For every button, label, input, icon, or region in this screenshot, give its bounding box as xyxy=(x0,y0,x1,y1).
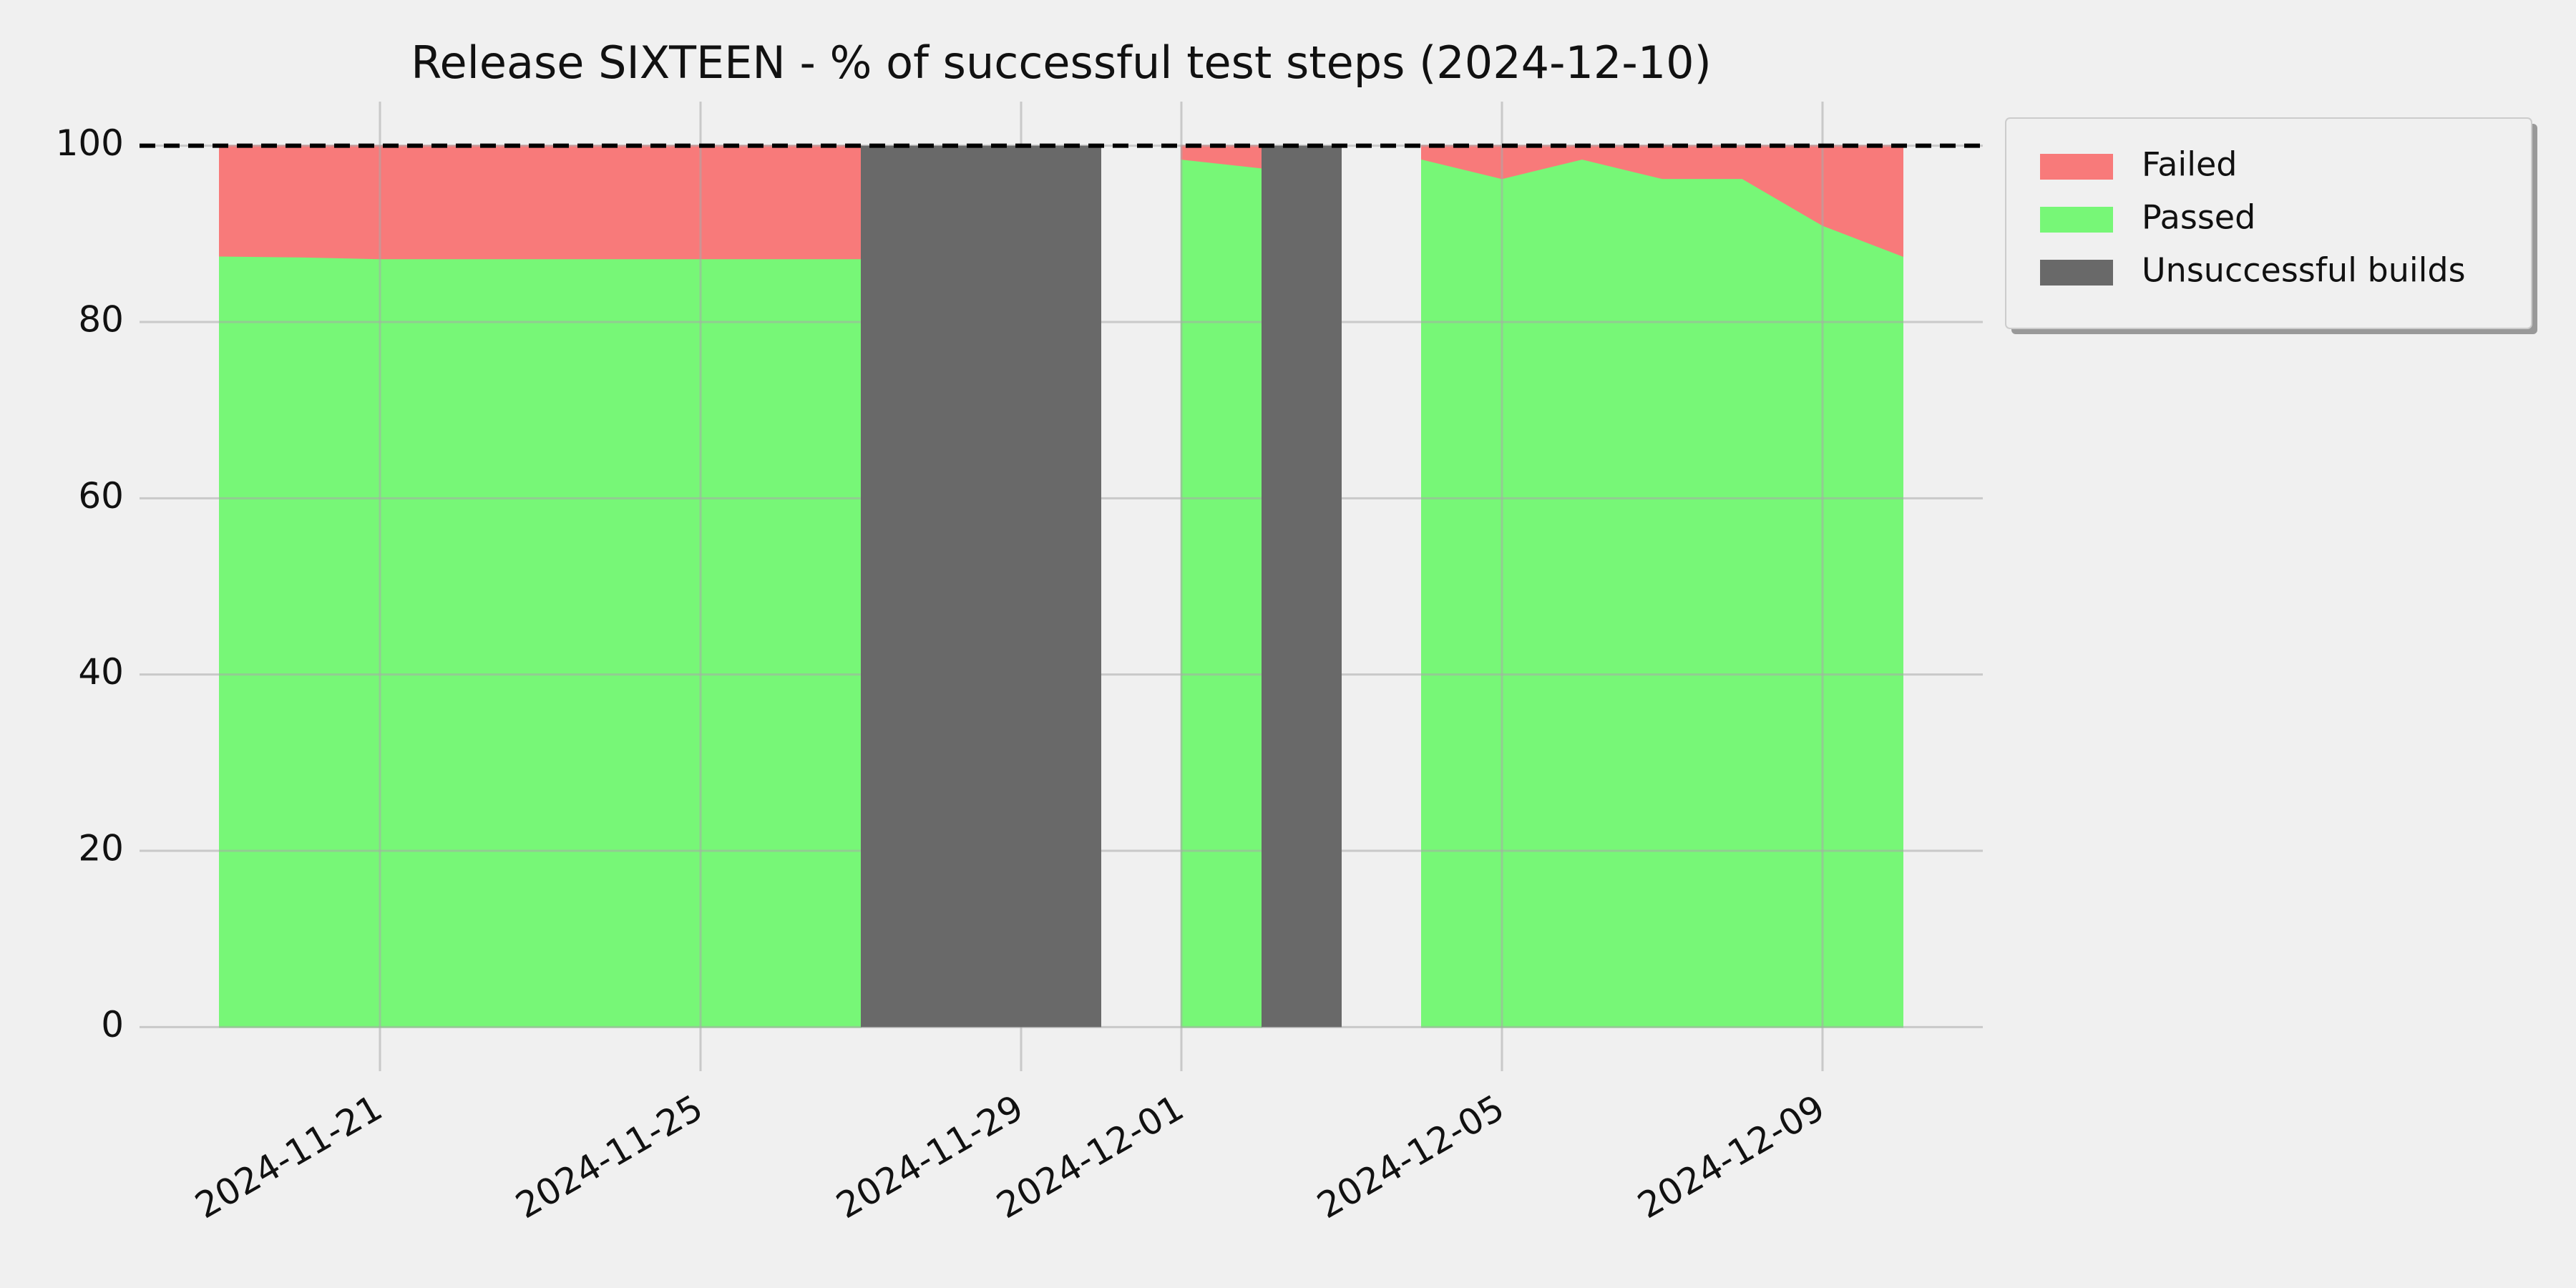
legend-swatch xyxy=(2040,207,2113,233)
legend xyxy=(2005,117,2532,329)
y-tick-label: 100 xyxy=(56,122,124,164)
legend-label: Failed xyxy=(2142,145,2238,184)
legend-label: Unsuccessful builds xyxy=(2142,251,2466,290)
y-tick-label: 60 xyxy=(78,475,124,517)
unsuccessful-build xyxy=(1262,145,1342,1028)
legend-swatch xyxy=(2040,260,2113,286)
y-tick-label: 0 xyxy=(101,1004,124,1045)
chart-title: Release SIXTEEN - % of successful test s… xyxy=(411,36,1712,89)
legend-label: Passed xyxy=(2142,198,2255,237)
y-tick-label: 40 xyxy=(78,651,124,693)
unsuccessful-build xyxy=(861,145,1101,1028)
y-tick-label: 80 xyxy=(78,298,124,340)
legend-swatch xyxy=(2040,154,2113,180)
y-tick-label: 20 xyxy=(78,828,124,869)
